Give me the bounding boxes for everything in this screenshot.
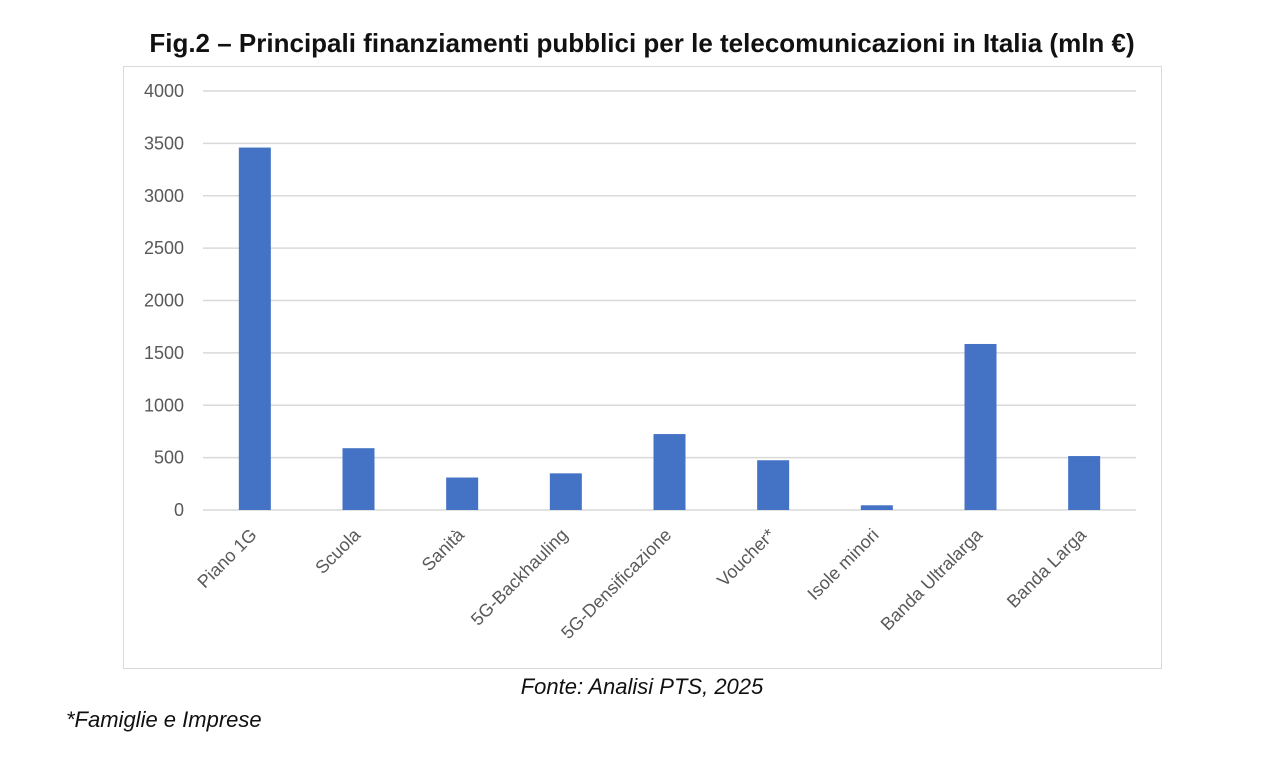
y-tick-label: 1500 xyxy=(144,343,184,363)
y-tick-label: 500 xyxy=(154,448,184,468)
x-tick-label: Voucher* xyxy=(713,525,779,591)
chart-title: Fig.2 – Principali finanziamenti pubblic… xyxy=(149,28,1135,58)
x-tick-label: Scuola xyxy=(311,524,365,578)
x-tick-label: 5G-Densificazione xyxy=(557,525,675,643)
footnote: *Famiglie e Imprese xyxy=(66,707,262,732)
x-tick-label: Sanità xyxy=(418,524,469,575)
bar-8 xyxy=(1068,456,1101,510)
bar-2 xyxy=(446,477,479,510)
x-tick-label: 5G-Backhauling xyxy=(467,525,572,630)
x-tick-label: Piano 1G xyxy=(193,525,260,592)
y-tick-label: 3000 xyxy=(144,186,184,206)
x-tick-label: Isole minori xyxy=(803,525,882,604)
y-tick-label: 2500 xyxy=(144,238,184,258)
y-tick-label: 2000 xyxy=(144,291,184,311)
bar-3 xyxy=(549,473,582,510)
bar-0 xyxy=(238,147,271,510)
bar-5 xyxy=(757,460,790,510)
bar-4 xyxy=(653,434,686,510)
y-tick-label: 4000 xyxy=(144,81,184,101)
x-tick-label: Banda Larga xyxy=(1003,524,1091,612)
bar-7 xyxy=(964,343,997,510)
source-note: Fonte: Analisi PTS, 2025 xyxy=(520,674,764,699)
bar-6 xyxy=(860,505,893,510)
y-tick-label: 0 xyxy=(174,500,184,520)
y-tick-label: 1000 xyxy=(144,395,184,415)
x-tick-label: Banda Ultralarga xyxy=(877,524,987,634)
bar-1 xyxy=(342,448,375,510)
y-tick-label: 3500 xyxy=(144,133,184,153)
